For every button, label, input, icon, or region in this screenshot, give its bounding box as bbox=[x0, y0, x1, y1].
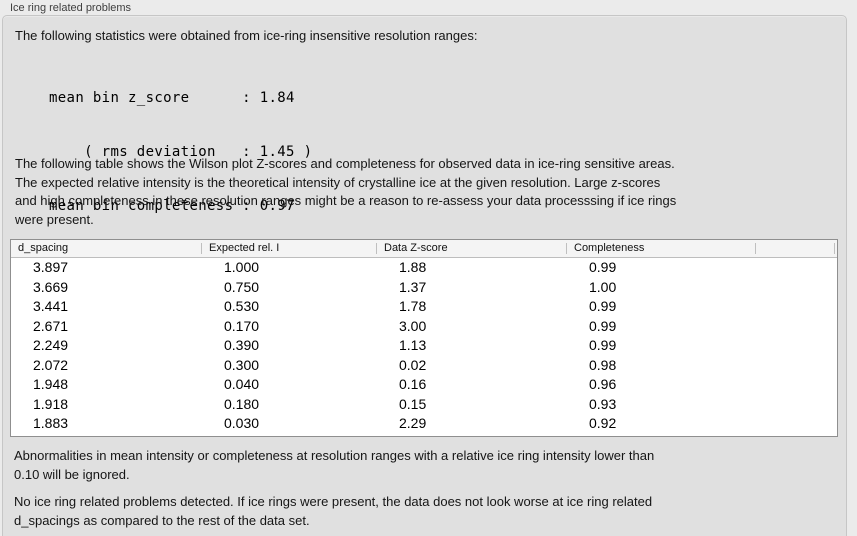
conclusion-line: d_spacings as compared to the rest of th… bbox=[14, 512, 310, 528]
table-row[interactable]: 2.072 0.300 0.02 0.98 bbox=[11, 356, 837, 376]
table-cell: 0.99 bbox=[589, 337, 617, 353]
table-cell: 0.180 bbox=[224, 395, 260, 412]
column-header-expected-rel-i[interactable]: Expected rel. I bbox=[202, 240, 377, 257]
table-cell: 0.99 bbox=[589, 317, 617, 334]
table-cell: 0.300 bbox=[224, 356, 260, 373]
table-cell: 1.78 bbox=[399, 298, 427, 314]
description-line: The expected relative intensity is the t… bbox=[15, 174, 661, 190]
table-cell: 0.98 bbox=[589, 356, 617, 373]
table-description: The following table shows the Wilson plo… bbox=[15, 155, 676, 229]
table-cell: 1.88 bbox=[399, 259, 427, 275]
conclusion-text: No ice ring related problems detected. I… bbox=[14, 493, 652, 530]
stat-line-mean-completeness: mean bin completeness : 0.97 bbox=[49, 198, 295, 214]
table-row[interactable]: 1.883 0.030 2.29 0.92 bbox=[11, 414, 837, 434]
table-row[interactable]: 3.669 0.750 1.37 1.00 bbox=[11, 278, 837, 298]
intro-text: The following statistics were obtained f… bbox=[15, 28, 478, 43]
table-row[interactable]: 2.671 0.170 3.00 0.99 bbox=[11, 317, 837, 337]
column-header-data-z-score[interactable]: Data Z-score bbox=[377, 240, 567, 257]
conclusion-line: No ice ring related problems detected. I… bbox=[14, 494, 653, 509]
table-cell: 0.93 bbox=[589, 395, 617, 412]
description-line: The following table shows the Wilson plo… bbox=[15, 156, 675, 171]
table-cell: 3.00 bbox=[399, 317, 427, 334]
table-cell: 0.92 bbox=[589, 415, 617, 431]
column-header-d-spacing[interactable]: d_spacing bbox=[11, 240, 202, 257]
table-cell: 0.99 bbox=[589, 298, 617, 314]
table-cell: 1.00 bbox=[589, 278, 617, 295]
table-row[interactable]: 1.918 0.180 0.15 0.93 bbox=[11, 395, 837, 415]
table-cell: 3.897 bbox=[33, 259, 69, 275]
table-cell: 0.530 bbox=[224, 298, 260, 314]
table-cell: 0.390 bbox=[224, 337, 260, 353]
table-cell: 2.29 bbox=[399, 415, 427, 431]
table-cell: 0.030 bbox=[224, 415, 260, 431]
stat-line-mean-z-score: mean bin z_score : 1.84 bbox=[49, 90, 295, 106]
table-cell: 0.040 bbox=[224, 376, 260, 392]
panel-title: Ice ring related problems bbox=[10, 2, 132, 14]
column-header-empty[interactable] bbox=[756, 240, 835, 257]
table-cell: 0.170 bbox=[224, 317, 260, 334]
table-cell: 1.000 bbox=[224, 259, 260, 275]
table-cell: 1.13 bbox=[399, 337, 427, 353]
table-cell: 1.948 bbox=[33, 376, 69, 392]
table-row[interactable]: 2.249 0.390 1.13 0.99 bbox=[11, 336, 837, 356]
table-row[interactable]: 1.948 0.040 0.16 0.96 bbox=[11, 375, 837, 395]
table-cell: 1.883 bbox=[33, 415, 69, 431]
stat-line-z-score-rms: ( rms deviation : 1.45 ) bbox=[49, 144, 313, 160]
ignore-note: Abnormalities in mean intensity or compl… bbox=[14, 447, 654, 484]
table-cell: 2.249 bbox=[33, 337, 69, 353]
table-cell: 0.15 bbox=[399, 395, 427, 412]
table-cell: 0.16 bbox=[399, 376, 427, 392]
table-cell: 3.669 bbox=[33, 278, 69, 295]
table-cell: 1.37 bbox=[399, 278, 427, 295]
ignore-note-line: Abnormalities in mean intensity or compl… bbox=[14, 448, 655, 463]
ignore-note-line: 0.10 will be ignored. bbox=[14, 466, 130, 482]
table-cell: 1.918 bbox=[33, 395, 69, 412]
table-row[interactable]: 3.441 0.530 1.78 0.99 bbox=[11, 297, 837, 317]
table-cell: 2.671 bbox=[33, 317, 69, 334]
ice-ring-table: d_spacing Expected rel. I Data Z-score C… bbox=[10, 239, 838, 437]
table-cell: 3.441 bbox=[33, 298, 69, 314]
table-row[interactable]: 3.897 1.000 1.88 0.99 bbox=[11, 258, 837, 278]
table-header-row: d_spacing Expected rel. I Data Z-score C… bbox=[11, 240, 837, 258]
description-line: were present. bbox=[15, 211, 94, 227]
column-header-completeness[interactable]: Completeness bbox=[567, 240, 756, 257]
table-cell: 0.96 bbox=[589, 376, 617, 392]
description-line: and high completeness in these resolutio… bbox=[15, 193, 677, 208]
table-cell: 0.02 bbox=[399, 356, 427, 373]
table-body: 3.897 1.000 1.88 0.99 3.669 0.750 1.37 1… bbox=[11, 258, 837, 434]
table-cell: 2.072 bbox=[33, 356, 69, 373]
table-cell: 0.99 bbox=[589, 259, 617, 275]
table-cell: 0.750 bbox=[224, 278, 260, 295]
